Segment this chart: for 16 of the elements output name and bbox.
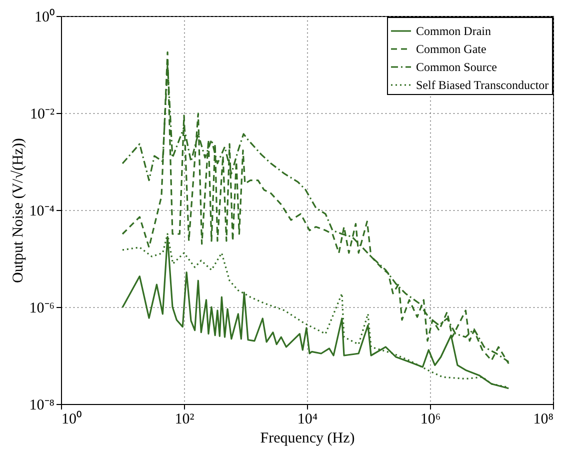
x-tick-label: 10⁸ (533, 412, 554, 428)
x-tick-label: 10² (174, 412, 195, 428)
legend-label: Self Biased Transconductor (416, 78, 549, 92)
x-tick-label: 10⁴ (297, 412, 318, 428)
x-tick-label: 10⁶ (420, 412, 441, 428)
x-axis-title: Frequency (Hz) (260, 430, 355, 446)
legend-label: Common Drain (416, 24, 491, 38)
y-tick-label: 10⁰ (34, 8, 54, 26)
y-tick-label: 10⁻⁶ (29, 300, 54, 316)
y-tick-label: 10⁻² (30, 106, 55, 122)
y-tick-label: 10⁻⁴ (29, 204, 54, 220)
x-tick-label: 10⁰ (62, 410, 82, 428)
y-axis-title: Output Noise (V/√(Hz)) (10, 138, 26, 283)
legend-label: Common Source (416, 60, 497, 74)
legend-label: Common Gate (416, 42, 486, 56)
y-tick-label: 10⁻⁸ (29, 398, 54, 414)
